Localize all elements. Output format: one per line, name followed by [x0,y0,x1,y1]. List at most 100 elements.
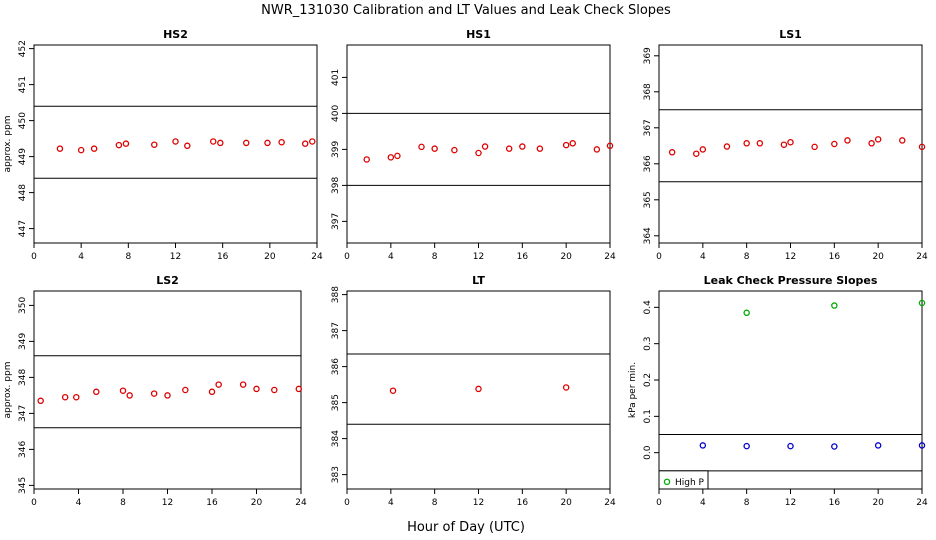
y-tick-label: 0.1 [643,409,653,423]
data-point [278,138,285,146]
data-point [743,140,750,147]
figure-title: NWR_131030 Calibration and LT Values and… [261,3,671,18]
x-tick-label: 16 [829,252,841,262]
x-tick-label: 24 [604,498,616,508]
y-tick-label: 0.0 [643,445,653,460]
y-tick-label: 345 [18,477,28,494]
y-tick-label: 401 [331,69,341,86]
data-point [475,149,482,157]
x-tick-label: 24 [311,252,323,262]
y-tick-label: 0.2 [643,373,653,387]
data-point [787,442,794,450]
x-tick-label: 0 [656,498,662,508]
y-tick-label: 384 [331,430,341,447]
data-point [593,146,601,153]
data-point [151,141,158,148]
data-point [918,442,926,449]
x-tick-label: 8 [432,498,438,508]
data-point [451,146,458,154]
data-point [394,152,401,160]
data-point [699,442,707,449]
y-tick-label: 347 [18,405,28,422]
data-point [844,137,851,144]
x-tick-label: 4 [700,252,706,262]
x-tick-label: 16 [206,498,218,508]
figure-x-axis-label: Hour of Day (UTC) [407,520,525,535]
data-point [239,381,247,388]
x-tick-label: 20 [872,252,884,262]
y-tick-label: 0.4 [643,300,653,315]
data-point [93,388,100,396]
chart-panel-1: HS2 approx. ppm 0 4 8 12 16 20 24 447 448 449 450 451… [3,28,323,262]
data-point [387,154,395,161]
data-point [831,140,838,148]
data-point [264,139,271,147]
x-tick-label: 4 [700,498,706,508]
data-point [418,143,425,151]
data-point [90,145,98,152]
y-tick-label: 388 [331,286,341,303]
data-point [787,138,794,146]
chart-panel-6: Leak Check Pressure Slopes kPa per min. 0 4… [628,274,928,508]
data-point [73,393,80,401]
plot-frame [658,44,923,244]
y-tick-label: 398 [331,177,341,194]
data-point [309,138,316,145]
data-point [363,156,370,163]
data-point [811,143,818,151]
data-point [743,309,750,317]
x-tick-label: 4 [388,498,394,508]
x-tick-label: 0 [31,498,37,508]
data-point [831,443,838,450]
panel-title: LT [472,274,485,287]
x-tick-label: 20 [560,252,572,262]
data-point [780,141,788,148]
x-tick-label: 24 [604,252,616,262]
y-tick-label: 448 [18,184,28,201]
panel-title: HS1 [466,28,491,41]
data-point [208,388,216,396]
y-tick-label: 452 [18,40,28,57]
x-tick-label: 0 [31,252,37,262]
y-tick-label: 348 [18,369,28,386]
data-point [37,397,44,405]
x-tick-label: 24 [916,498,928,508]
data-point [217,139,224,147]
x-tick-label: 0 [656,252,662,262]
panel-title: LS2 [156,274,179,287]
y-axis-label: kPa per min. [628,362,638,418]
data-point [505,145,513,152]
data-point [831,302,838,309]
data-point [562,141,570,149]
panel-title: Leak Check Pressure Slopes [704,274,878,287]
x-tick-label: 12 [473,252,484,262]
y-tick-label: 349 [18,333,28,350]
x-tick-label: 4 [76,498,82,508]
data-point [126,392,133,399]
y-tick-label: 0.3 [643,337,653,351]
y-tick-label: 451 [18,76,28,93]
chart-panel-5: LT 0 4 8 12 16 20 24 383 384 385 386 387 388 [331,274,616,508]
data-point [668,149,676,156]
data-point [536,145,544,152]
data-point [164,392,171,399]
data-point [562,384,570,391]
chart-panel-4: LS2 approx. ppm 0 4 8 12 16 20 24 345 346 347 348 349… [3,274,307,508]
data-point [77,146,85,154]
data-point [115,141,123,149]
data-point [918,299,926,307]
y-tick-label: 367 [643,119,653,136]
y-tick-label: 386 [331,358,341,375]
data-point [723,143,731,150]
x-tick-label: 20 [251,498,263,508]
data-point [918,143,926,151]
data-point [874,442,882,449]
y-axis-label: approx. ppm [3,116,13,173]
x-tick-label: 24 [916,252,928,262]
y-tick-label: 350 [18,297,28,314]
data-point [743,442,750,450]
data-point [122,140,130,147]
chart-panel-2: HS1 0 4 8 12 16 20 24 397 398 399 400 401 [331,28,616,262]
legend-box [658,470,709,490]
